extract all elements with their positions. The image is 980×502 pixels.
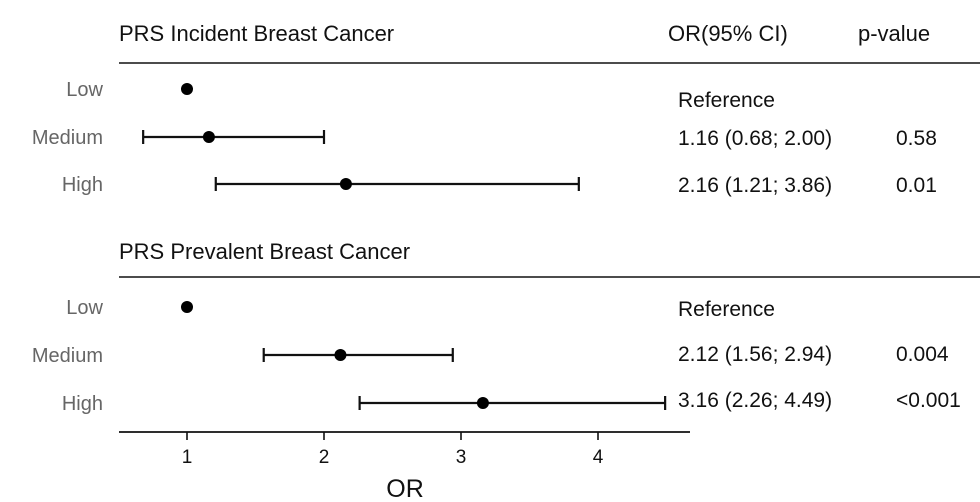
or-ci-value: 2.16 (1.21; 3.86) xyxy=(678,174,832,197)
or-ci-value: 1.16 (0.68; 2.00) xyxy=(678,127,832,150)
prevalent-row-low: Low Reference xyxy=(66,297,775,321)
odds-ratio-point xyxy=(181,301,193,313)
incident-row-medium: Medium 1.16 (0.68; 2.00) 0.58 xyxy=(32,127,937,150)
x-axis: 1 2 3 4 OR xyxy=(119,431,690,502)
p-value: 0.004 xyxy=(896,343,949,366)
or-ci-value: 2.12 (1.56; 2.94) xyxy=(678,343,832,366)
incident-panel-title: PRS Incident Breast Cancer xyxy=(119,21,394,46)
x-tick-label-2: 2 xyxy=(319,447,330,468)
x-tick-label-1: 1 xyxy=(182,447,193,468)
incident-row-high: High 2.16 (1.21; 3.86) 0.01 xyxy=(62,174,937,197)
incident-row-low: Low Reference xyxy=(66,79,775,112)
odds-ratio-point xyxy=(476,397,489,409)
prevalent-row-medium: Medium 2.12 (1.56; 2.94) 0.004 xyxy=(32,343,949,367)
prevalent-panel: PRS Prevalent Breast Cancer Low Reference M… xyxy=(32,239,980,415)
row-label: Low xyxy=(66,297,103,319)
row-label: High xyxy=(62,174,103,196)
row-label: Low xyxy=(66,79,103,101)
p-value: 0.58 xyxy=(896,127,937,150)
x-tick-label-3: 3 xyxy=(456,447,467,468)
header-layer: OR(95% CI) p-value xyxy=(668,21,930,46)
p-value: <0.001 xyxy=(896,389,961,412)
x-axis-title: OR xyxy=(386,475,424,502)
or-ci-column-header: OR(95% CI) xyxy=(668,21,788,46)
or-ci-value: Reference xyxy=(678,298,775,321)
row-label: Medium xyxy=(32,127,103,149)
incident-panel: PRS Incident Breast Cancer Low Reference Me… xyxy=(32,21,980,197)
x-tick-label-4: 4 xyxy=(593,447,604,468)
or-ci-value: 3.16 (2.26; 4.49) xyxy=(678,389,832,412)
odds-ratio-point xyxy=(334,349,347,361)
odds-ratio-point xyxy=(202,131,215,143)
row-label: Medium xyxy=(32,345,103,367)
odds-ratio-point xyxy=(181,83,193,95)
panels-layer: PRS Incident Breast Cancer Low Reference Me… xyxy=(32,21,980,415)
p-value: 0.01 xyxy=(896,174,937,197)
or-ci-value: Reference xyxy=(678,89,775,112)
p-value-column-header: p-value xyxy=(858,21,930,46)
prevalent-row-high: High 3.16 (2.26; 4.49) <0.001 xyxy=(62,389,961,415)
odds-ratio-point xyxy=(339,178,352,190)
prevalent-panel-title: PRS Prevalent Breast Cancer xyxy=(119,239,410,264)
row-label: High xyxy=(62,393,103,415)
